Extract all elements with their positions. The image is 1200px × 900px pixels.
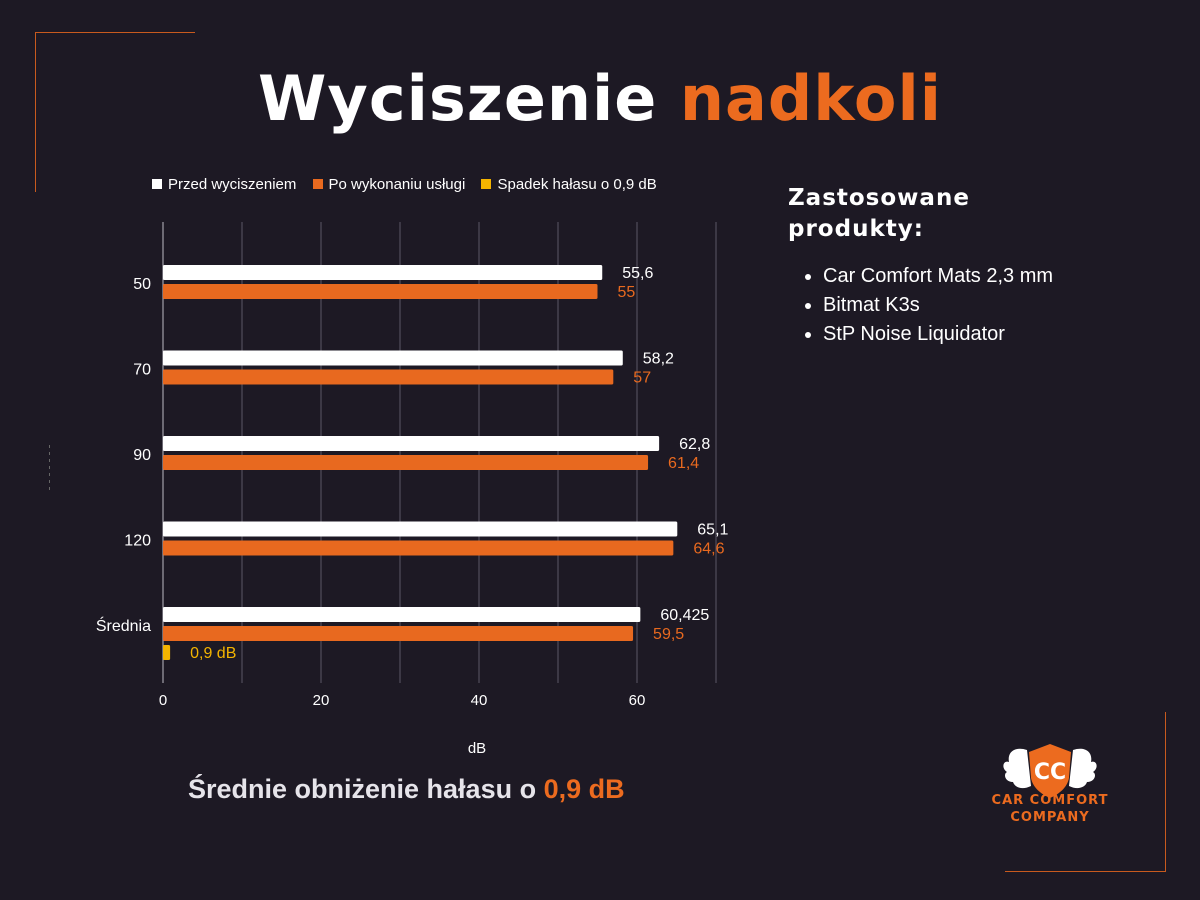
category-label: 90 <box>133 447 151 464</box>
legend-swatch-before <box>152 179 162 189</box>
legend-label-drop: Spadek hałasu o 0,9 dB <box>497 176 657 193</box>
category-label: 70 <box>133 362 151 379</box>
legend-swatch-drop <box>481 179 492 189</box>
bar-after <box>163 284 598 299</box>
logo-monogram: CC <box>1034 760 1066 785</box>
legend-item-before: Przed wyciszeniem <box>152 176 296 193</box>
data-label: 58,2 <box>643 351 674 368</box>
data-label: 62,8 <box>679 436 710 453</box>
bar-after <box>163 626 634 641</box>
data-label: 59,5 <box>653 626 684 643</box>
legend-item-after: Po wykonaniu usługi <box>312 176 466 193</box>
category-label: 50 <box>133 276 151 293</box>
x-axis-title: dB <box>468 740 486 757</box>
summary-label: Średnie obniżenie hałasu o <box>188 774 544 804</box>
x-tick-label: 0 <box>159 692 167 709</box>
product-item: StP Noise Liquidator <box>805 320 1053 349</box>
data-label: 55,6 <box>622 265 653 282</box>
logo-line-2: COMPANY <box>1010 810 1090 825</box>
summary-text: Średnie obniżenie hałasu o 0,9 dB <box>188 774 625 805</box>
category-label: Średnia <box>96 616 151 635</box>
product-item: Car Comfort Mats 2,3 mm <box>805 262 1053 291</box>
frame-corner-bottom-right <box>1005 871 1165 872</box>
bar-before <box>163 436 660 451</box>
bar-before <box>163 521 678 537</box>
products-title: Zastosowane produkty: <box>788 185 970 242</box>
summary-value: 0,9 dB <box>543 774 625 804</box>
x-tick-label: 40 <box>471 692 488 709</box>
frame-corner-top-left-vertical <box>35 32 36 192</box>
data-label: 60,425 <box>660 607 709 624</box>
x-tick-label: 20 <box>313 692 330 709</box>
bar-after <box>163 369 614 385</box>
category-label: 120 <box>124 533 151 550</box>
bar-before <box>163 350 623 366</box>
bar-drop <box>163 645 171 660</box>
legend-swatch-after <box>312 179 323 189</box>
wings-icon <box>1003 748 1097 789</box>
logo-line-1: CAR COMFORT <box>991 793 1109 808</box>
logo-text: CAR COMFORT COMPANY <box>960 792 1140 826</box>
legend-label-after: Po wykonaniu usługi <box>328 176 466 193</box>
legend-label-before: Przed wyciszeniem <box>168 176 297 193</box>
data-label: 0,9 dB <box>190 645 236 662</box>
bar-after <box>163 540 674 556</box>
data-label: 57 <box>633 370 651 387</box>
shield-icon <box>1029 744 1071 798</box>
product-item: Bitmat K3s <box>805 291 1053 320</box>
chart-legend: Przed wyciszeniem Po wykonaniu usługi Sp… <box>152 176 669 193</box>
frame-corner-bottom-right-vertical <box>1165 712 1166 872</box>
data-label: 55 <box>618 284 636 301</box>
company-logo: CC <box>1003 744 1097 798</box>
x-tick-label: 60 <box>629 692 646 709</box>
side-dash-decoration <box>49 445 50 493</box>
data-label: 64,6 <box>693 541 724 558</box>
data-label: 61,4 <box>668 455 699 472</box>
bar-before <box>163 265 603 280</box>
title-part-white: Wyciszenie <box>258 62 658 135</box>
bar-before <box>163 607 641 622</box>
page-title: Wyciszenie nadkoli <box>0 62 1200 135</box>
bar-after <box>163 455 649 470</box>
title-part-orange: nadkoli <box>679 62 942 135</box>
bar-chart: 0 20 40 60 dB 50 55,6 55 70 58,2 57 90 62,8 61,4 120 65… <box>96 222 729 757</box>
data-label: 65,1 <box>697 522 728 539</box>
legend-item-drop: Spadek hałasu o 0,9 dB <box>481 176 657 193</box>
products-list: Car Comfort Mats 2,3 mm Bitmat K3s StP N… <box>805 262 1053 349</box>
frame-corner-top-left <box>35 32 195 33</box>
